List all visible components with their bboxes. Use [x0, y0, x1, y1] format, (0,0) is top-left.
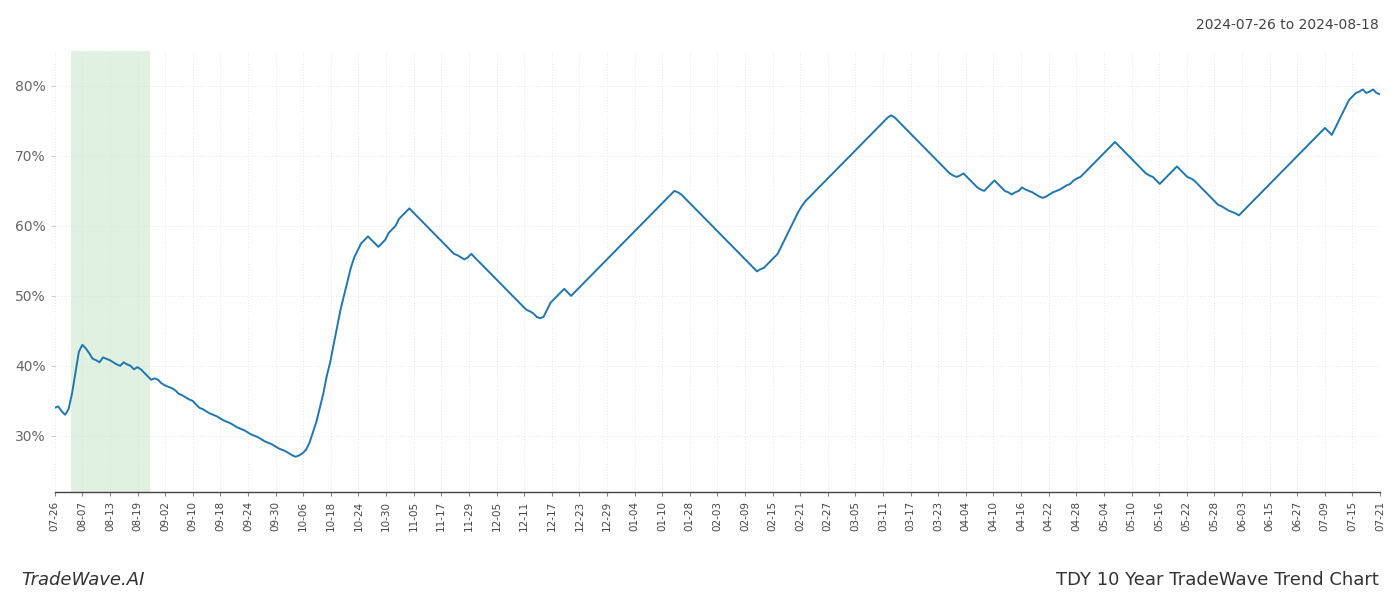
Bar — [71, 51, 150, 492]
Text: TradeWave.AI: TradeWave.AI — [21, 571, 144, 589]
Text: 2024-07-26 to 2024-08-18: 2024-07-26 to 2024-08-18 — [1196, 18, 1379, 32]
Text: TDY 10 Year TradeWave Trend Chart: TDY 10 Year TradeWave Trend Chart — [1056, 571, 1379, 589]
